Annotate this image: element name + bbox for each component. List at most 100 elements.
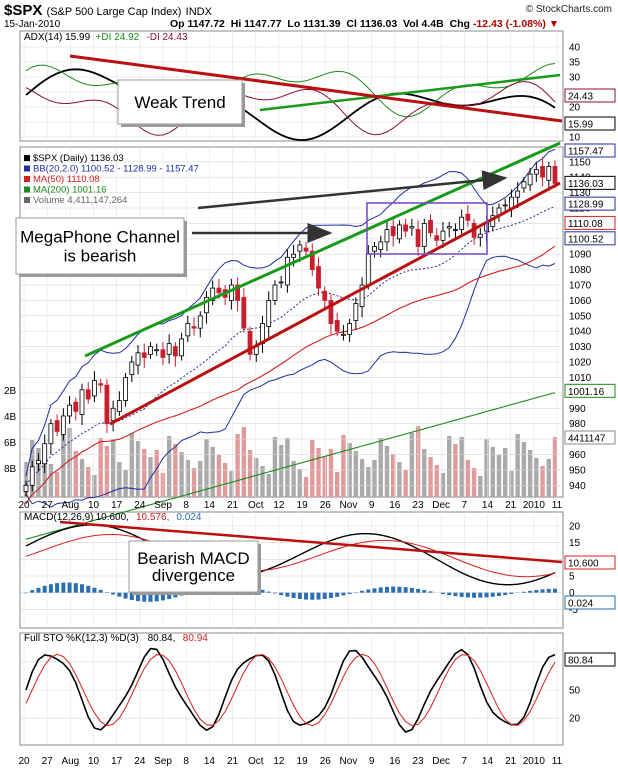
adx-legend-text: -DI 24.43: [146, 32, 188, 43]
macd-histogram-bar: [111, 592, 116, 595]
candle-body: [129, 361, 135, 375]
x-tick-label-bottom: 14: [482, 756, 494, 767]
exchange: INDX: [185, 6, 212, 18]
candle-body: [415, 229, 421, 247]
candle-body: [378, 241, 384, 250]
x-tick-label-bottom: 12: [273, 756, 285, 767]
x-tick-label-bottom: 17: [111, 756, 123, 767]
macd-histogram-bar: [509, 592, 514, 594]
badge-ma200: 1001.16: [568, 387, 605, 398]
volume-bar: [540, 466, 545, 497]
price-tick-label: 990: [569, 404, 586, 415]
macd-histogram-bar: [360, 590, 365, 593]
volume-bar: [241, 427, 247, 497]
badge-sto-box: [564, 652, 616, 667]
candle-body: [54, 420, 60, 432]
candle-body: [278, 281, 284, 284]
macd-tick-label: 0: [569, 588, 575, 599]
volume-tick-label: 4B: [4, 412, 17, 423]
candle-body: [29, 466, 35, 486]
adx-badge-adx-box: [564, 116, 616, 131]
candle-body: [309, 250, 315, 271]
volume-bar: [179, 452, 184, 497]
megaphone-lower-trendline: [109, 181, 561, 426]
volume-bar: [403, 470, 408, 497]
price-legend-text: BB(20,2.0) 1100.52 - 1128.99 - 1157.47: [33, 164, 199, 175]
macd-histogram-bar: [266, 591, 271, 593]
macd-histogram-bar: [160, 592, 165, 601]
macd-histogram-bar: [173, 592, 178, 598]
x-tick-label-bottom: 24: [134, 756, 146, 767]
macd-histogram-bar: [55, 583, 60, 593]
volume-bar: [135, 441, 141, 497]
volume-bar: [527, 450, 533, 497]
adx-badge-mdi: 24.43: [568, 92, 593, 103]
x-tick-label-mid: 21: [227, 500, 239, 511]
macd-histogram-bar: [378, 587, 383, 593]
megaphone-note-text: is bearish: [64, 246, 137, 265]
price-tick-label: 1150: [569, 157, 591, 168]
volume-bar: [173, 444, 178, 497]
macd-legend-text: 10.600,: [96, 512, 129, 523]
macd-legend-text: 10.576,: [136, 512, 169, 523]
candle-body: [179, 338, 184, 357]
candle-body: [291, 253, 297, 258]
volume-bar: [496, 455, 502, 497]
volume-bar: [185, 460, 191, 497]
candle-body: [509, 196, 514, 209]
sto-panel-frame: [19, 632, 564, 746]
macd-histogram-bar: [409, 587, 414, 593]
x-tick-label-bottom: 7: [462, 756, 468, 767]
copyright[interactable]: © StockCharts.com: [525, 4, 612, 15]
volume-bar: [422, 449, 427, 497]
volume-bar: [534, 458, 539, 497]
volume-bar: [129, 433, 134, 497]
volume-bar: [384, 446, 390, 497]
badge-volume: 4411147: [568, 434, 606, 445]
candle-body: [60, 415, 66, 435]
badge-bb-lower-box: [564, 231, 616, 246]
volume-bar: [254, 458, 259, 497]
volume-bar: [272, 437, 278, 497]
volume-bar: [79, 459, 85, 497]
consolidation-box: [366, 202, 488, 255]
macd-histogram-bar: [490, 592, 495, 597]
x-tick-label-bottom: 14: [204, 756, 216, 767]
bearish-macd-note-text: divergence: [152, 566, 235, 585]
x-tick-label-bottom: Dec: [432, 756, 450, 767]
badge-bb-upper-box: [564, 143, 616, 158]
macd-tick-label: 20: [569, 522, 581, 533]
macd-histogram-bar: [86, 585, 91, 593]
x-tick-label-mid: 11: [552, 500, 563, 511]
candle-body: [79, 389, 85, 415]
badge-ma200-box: [564, 383, 616, 398]
macd-histogram-bar: [73, 583, 78, 593]
candle-body: [316, 266, 321, 289]
macd-histogram-bar: [154, 592, 159, 602]
price-legend-swatch: [24, 197, 30, 203]
volume-bar: [447, 436, 452, 497]
badge-macd-box: [564, 555, 616, 570]
badge-bb-lower: 1100.52: [568, 234, 604, 245]
megaphone-upper-trendline: [84, 141, 561, 358]
macd-histogram-bar: [540, 589, 545, 593]
candle-body: [552, 166, 558, 184]
volume-bar: [229, 471, 234, 497]
volume-bar: [198, 461, 203, 497]
candle-body: [421, 223, 427, 247]
candle-body: [515, 190, 521, 198]
volume-bar: [328, 449, 334, 497]
volume-bar: [552, 437, 558, 497]
x-tick-label-bottom: 10: [88, 756, 100, 767]
candle-body: [521, 181, 527, 189]
price-legend-swatch: [24, 155, 30, 161]
macd-histogram-bar: [528, 590, 533, 593]
macd-histogram-bar: [428, 591, 433, 593]
macd-histogram-bar: [553, 588, 557, 593]
candle-body: [235, 284, 241, 301]
volume-bar: [409, 433, 415, 497]
volume-bar: [428, 457, 433, 497]
macd-histogram-bar: [322, 592, 327, 599]
x-tick-label-bottom: 11: [552, 756, 563, 767]
sto-legend-text: Full STO %K(12,3) %D(3): [24, 633, 139, 644]
